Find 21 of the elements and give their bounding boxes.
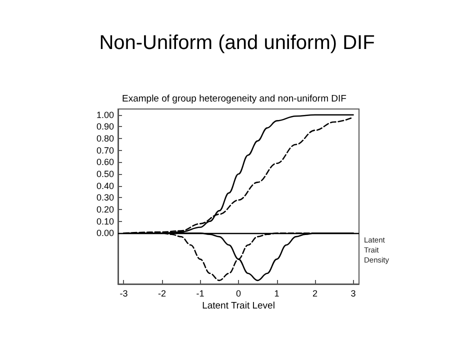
x-tick-label: 2 (312, 288, 318, 298)
x-axis-title: Latent Trait Level (202, 300, 275, 312)
x-tick-label: 1 (274, 288, 280, 298)
y-tick-label: 0.30 (96, 192, 114, 203)
y-tick-label: 0.50 (96, 169, 114, 180)
y-tick-label: 0.10 (96, 216, 114, 226)
x-tick-label: -1 (196, 288, 204, 298)
y-tick-label: 0.90 (96, 122, 114, 132)
y-tick-label: 1.00 (96, 110, 114, 120)
x-tick-label: -2 (158, 288, 166, 298)
x-tick-label: 3 (350, 288, 356, 298)
y-tick-label: 0.70 (96, 145, 114, 156)
x-tick-label: 0 (236, 288, 242, 298)
y-tick-label: 0.20 (96, 204, 114, 215)
y-tick-label: 0.00 (96, 228, 114, 238)
y-tick-label: 0.80 (96, 134, 114, 144)
y-tick-label: 0.40 (96, 180, 114, 191)
chart-subtitle: Example of group heterogeneity and non-uniform DIF (122, 94, 347, 104)
x-tick-label: -3 (120, 288, 128, 298)
y-tick-label: 0.60 (96, 157, 114, 168)
chart-title: Non-Uniform (and uniform) DIF (99, 32, 375, 54)
